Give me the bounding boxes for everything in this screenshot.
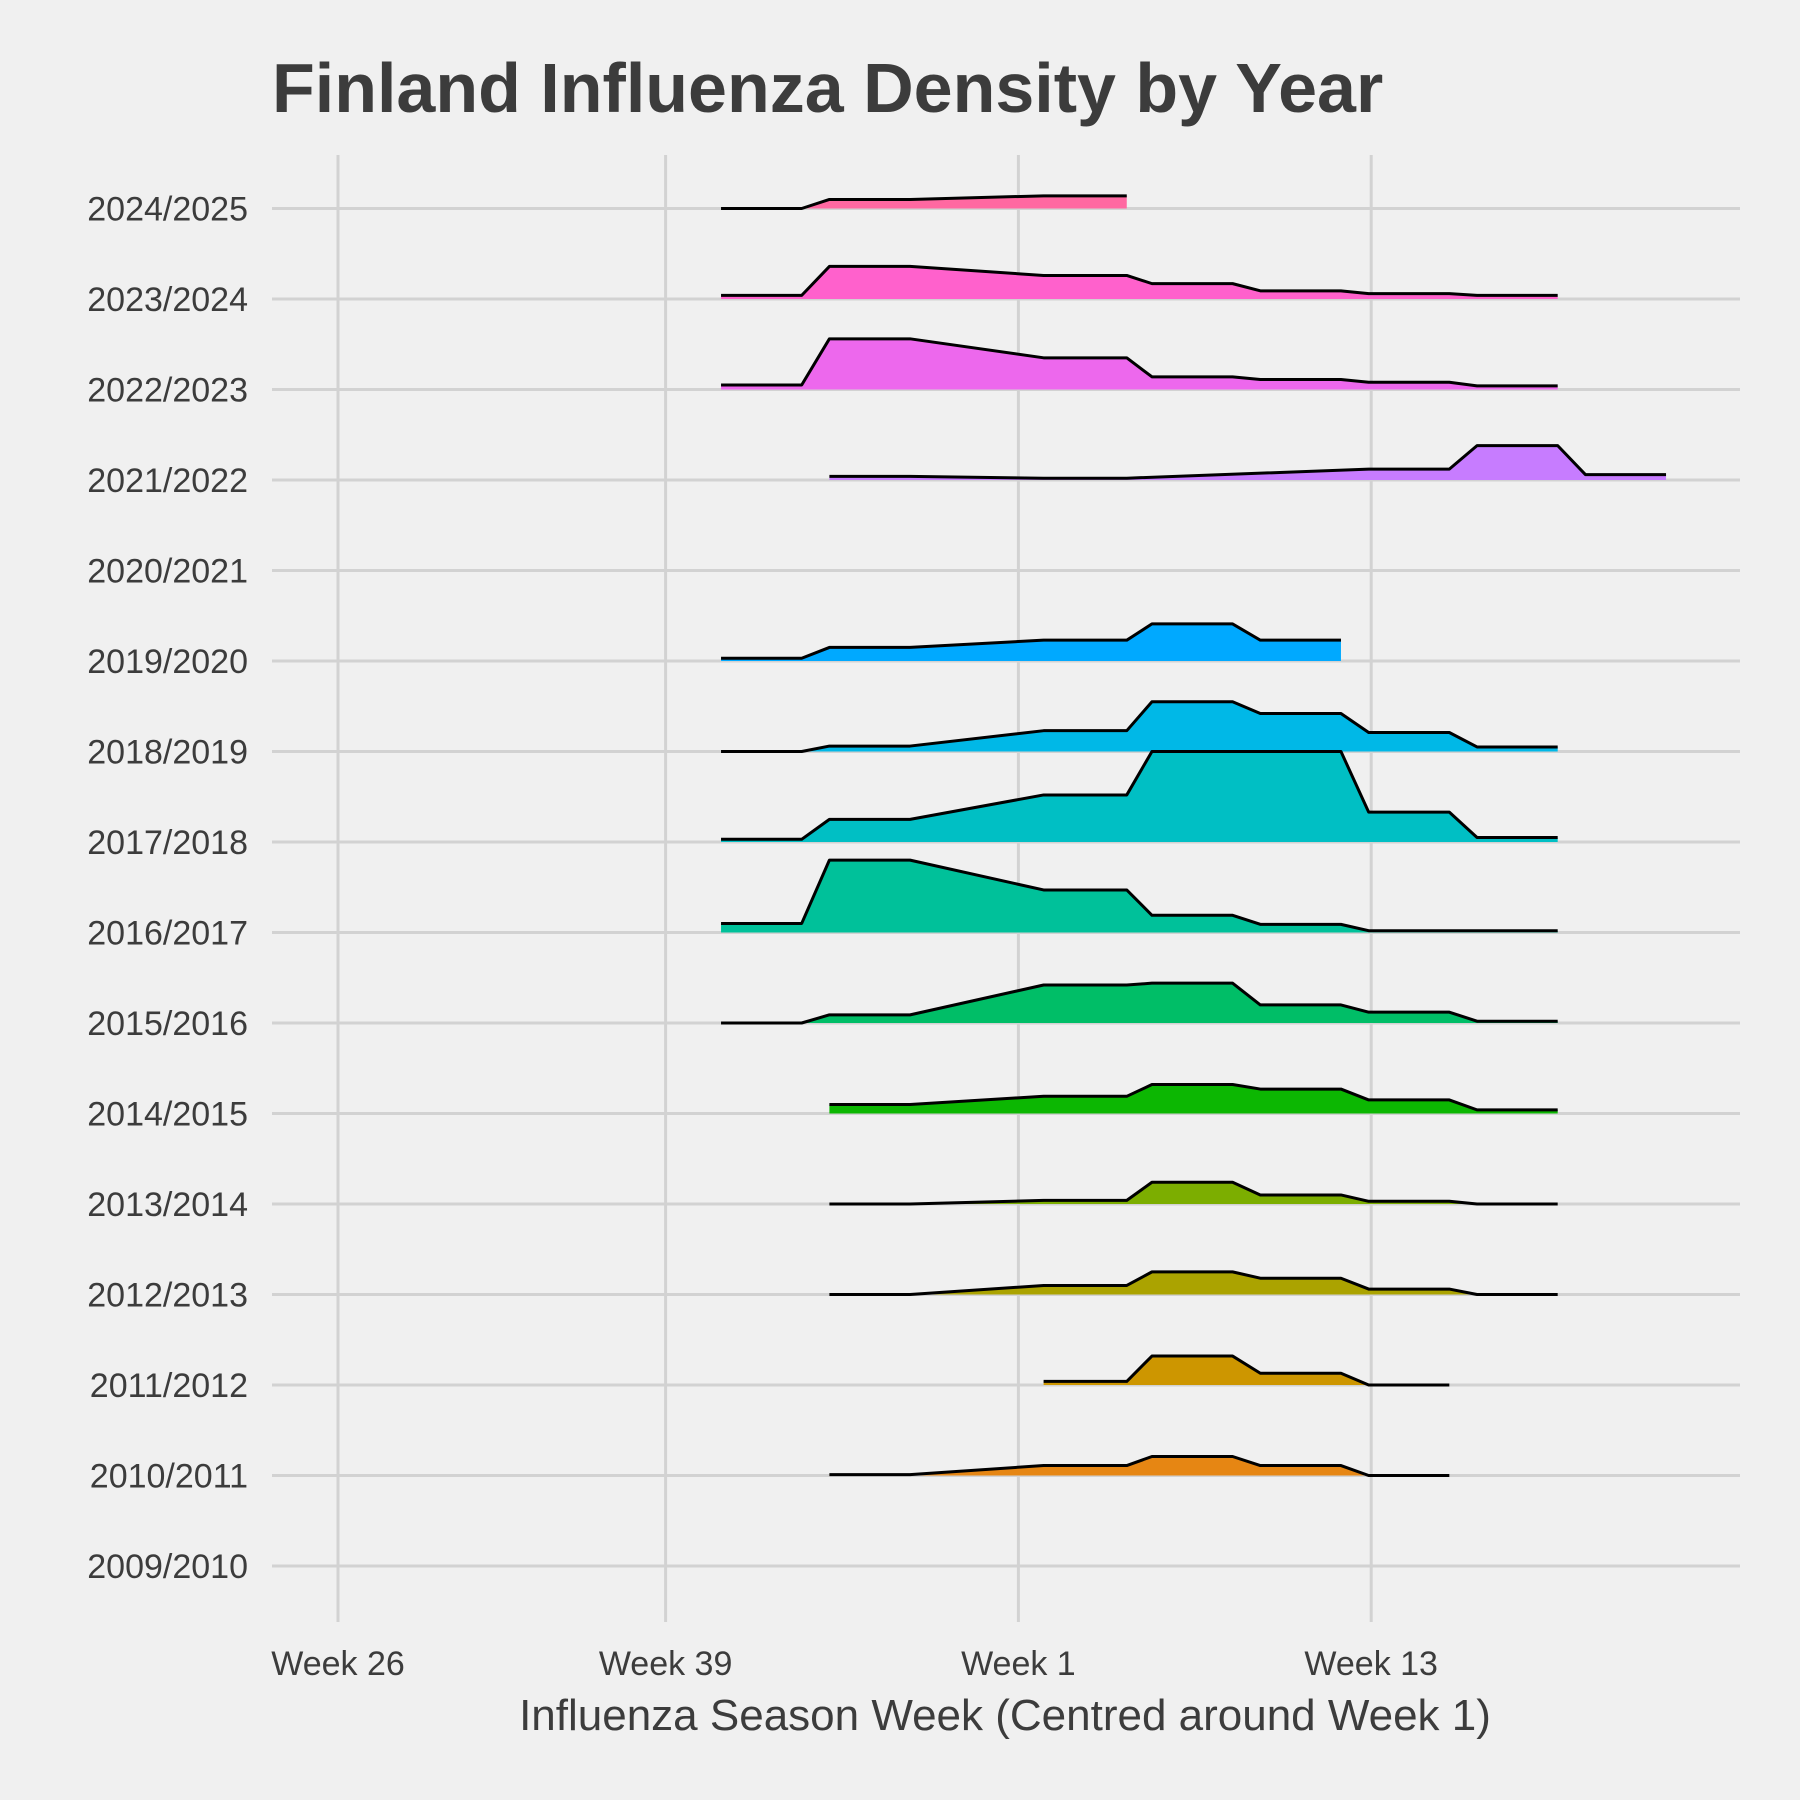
- ridge-area: [721, 266, 1558, 299]
- ridge-outline: [829, 1454, 1450, 1477]
- ridge-area: [721, 338, 1558, 390]
- ridge-outline: [829, 1180, 1558, 1206]
- y-tick-label: 2020/2021: [87, 553, 248, 591]
- x-tick-label: Week 13: [1304, 1645, 1438, 1683]
- y-tick-label: 2021/2022: [87, 462, 248, 500]
- y-tick-label: 2024/2025: [87, 191, 248, 229]
- ridge-outline: [829, 1083, 1558, 1112]
- y-tick-label: 2012/2013: [87, 1277, 248, 1315]
- ridge-area: [829, 1084, 1558, 1114]
- y-tick-label: 2009/2010: [87, 1548, 248, 1586]
- x-axis-label: Influenza Season Week (Centred around We…: [519, 1691, 1491, 1740]
- y-tick-label: 2015/2016: [87, 1005, 248, 1043]
- y-tick-label: 2017/2018: [87, 824, 248, 862]
- ridge-outline: [721, 622, 1341, 660]
- ridge-outline: [829, 444, 1667, 480]
- x-tick-label: Week 26: [271, 1645, 405, 1683]
- y-tick-labels: 2009/2010 2010/2011 2011/2012 2012/2013 2013…: [87, 191, 248, 1587]
- x-tick-label: Week 39: [599, 1645, 733, 1683]
- y-tick-label: 2023/2024: [87, 281, 248, 319]
- y-tick-label: 2013/2014: [87, 1186, 248, 1224]
- ridge-area: [829, 445, 1667, 480]
- y-tick-label: 2010/2011: [90, 1458, 248, 1496]
- y-tick-label: 2014/2015: [87, 1096, 248, 1134]
- chart-title: Finland Influenza Density by Year: [272, 49, 1383, 127]
- ridge-outline: [829, 1270, 1558, 1296]
- y-tick-label: 2011/2012: [90, 1367, 248, 1405]
- ridge-area: [721, 983, 1558, 1023]
- x-tick-label: Week 1: [961, 1645, 1076, 1683]
- ridge-outline: [721, 264, 1558, 297]
- ridge-outline: [721, 750, 1558, 841]
- ridge-outline: [721, 194, 1127, 210]
- ridge-outline: [721, 337, 1558, 388]
- ridge-area: [721, 860, 1558, 933]
- ridge-outline: [721, 700, 1558, 753]
- y-tick-label: 2016/2017: [87, 915, 248, 953]
- ridge-area: [721, 701, 1558, 752]
- ridge-area: [721, 751, 1558, 842]
- ridge-outline: [1043, 1354, 1450, 1387]
- x-tick-labels: Week 26 Week 39 Week 1 Week 13: [271, 1645, 1438, 1683]
- ridge-area: [829, 1182, 1558, 1204]
- ridge-outline: [721, 858, 1558, 933]
- ridge-outline: [721, 981, 1558, 1025]
- ridge-area: [721, 195, 1127, 209]
- y-tick-label: 2022/2023: [87, 372, 248, 410]
- ridge-area: [721, 623, 1341, 661]
- y-tick-label: 2019/2020: [87, 643, 248, 681]
- y-tick-label: 2018/2019: [87, 734, 248, 772]
- ridges: [721, 194, 1667, 1477]
